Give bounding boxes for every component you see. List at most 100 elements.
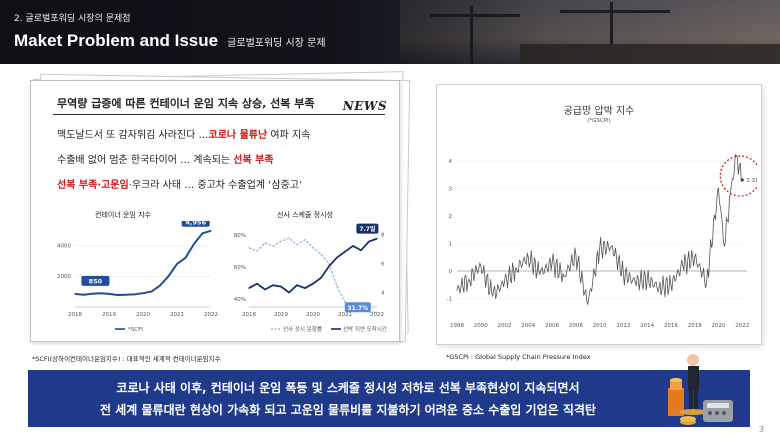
news-item: 수출배 없어 멈춘 한국타이어 … 계속되는 선복 부족 (57, 155, 274, 166)
gscpi-point (717, 188, 719, 189)
scfi-callout-box (81, 275, 110, 286)
gscpi-point (658, 287, 660, 288)
reliability-legend-label: 선사 정시 운항률 (283, 325, 322, 333)
gscpi-point (480, 265, 482, 266)
scfi-footnote: *SCFI(상하이컨테이너운임지수) : 대표적인 세계적 컨테이너운임지수 (32, 355, 221, 363)
scfi-x-tick-label: 2019 (102, 312, 116, 318)
scfi-point (99, 292, 102, 294)
gscpi-point (706, 281, 708, 283)
reliability-ontime-point (304, 239, 306, 241)
gscpi-point (551, 262, 553, 264)
page-number: 3 (758, 425, 764, 434)
page-title-sub: 글로벌포워딩 시장 문제 (227, 38, 326, 49)
reliability-delay-point (248, 287, 250, 289)
scfi-point (176, 263, 178, 265)
scfi-point (116, 294, 119, 296)
gscpi-point (492, 295, 494, 297)
reliability-ontime-point (272, 245, 274, 247)
scfi-point (193, 243, 195, 245)
scfi-point (142, 292, 144, 294)
gscpi-x-tick-label: 2000 (474, 323, 488, 329)
gscpi-chart-title: 공급망 압박 지수 (563, 106, 635, 117)
gscpi-point (587, 303, 589, 305)
scfi-callout-box (181, 221, 210, 227)
scfi-x-tick-label: 2022 (204, 312, 218, 318)
reliability-ontime-point (288, 237, 290, 239)
reliability-delay-point (272, 284, 274, 286)
reliability-x-tick-label: 2022 (370, 312, 384, 318)
reliability-delay-point (328, 265, 330, 267)
reliability-legend-label: 선박 지연 도착시간 (343, 325, 387, 333)
scfi-point (150, 291, 153, 293)
reliability-ontime-point (280, 240, 282, 242)
scfi-point (184, 257, 187, 259)
gscpi-x-tick-label: 2020 (711, 323, 725, 329)
scfi-point (74, 293, 76, 295)
section-label: 2. 글로벌포워딩 시장의 문제점 (14, 14, 131, 24)
gscpi-point (634, 281, 636, 283)
gscpi-point (527, 256, 529, 258)
reliability-chart: 40% 60% 80% 4 6 8 2018 2019 2020 2021 2022 7.7일 31.7… (234, 223, 387, 333)
scfi-point (91, 293, 93, 295)
gscpi-x-tick-label: 2006 (545, 323, 559, 329)
page-title-main: Maket Problem and Issue (14, 31, 219, 50)
conclusion-line-1: 코로나 사태 이후, 컨테이너 운임 폭등 및 스케줄 정시성 저하로 선복 부… (116, 381, 580, 395)
reliability-chart-title: 선사 스케줄 정시성 (277, 211, 333, 219)
reliability-ontime-point (320, 253, 322, 255)
gscpi-series-line (456, 154, 743, 306)
gscpi-point (694, 256, 696, 258)
reliability-ontime-point (312, 247, 314, 249)
reliability-y2-tick-label: 4 (381, 290, 385, 296)
news-headline: 무역량 급증에 따른 컨테이너 운임 지속 상승, 선복 부족 (57, 97, 315, 110)
scfi-x-tick-label: 2020 (136, 312, 150, 318)
gscpi-point (682, 265, 684, 266)
gscpi-y-tick-label: 1 (449, 242, 453, 248)
gscpi-point (646, 278, 648, 280)
gscpi-chart-unit: (*GSCPI) (587, 118, 611, 124)
reliability-delay-point (304, 287, 306, 289)
reliability-x-tick-label: 2021 (338, 312, 352, 318)
scfi-y-tick-label: 2000 (57, 274, 71, 280)
scfi-y-tick-label: 4000 (57, 243, 71, 249)
news-card: 무역량 급증에 따른 컨테이너 운임 지속 상승, 선복 부족 NEWS 맥도날… (30, 80, 400, 342)
reliability-delay-point (376, 238, 378, 240)
gscpi-x-tick-label: 2004 (521, 323, 535, 329)
gscpi-y-tick-label: -1 (447, 297, 452, 303)
news-logo: NEWS (342, 99, 387, 113)
reliability-delay-point (256, 283, 258, 285)
gscpi-card: 공급망 압박 지수 (*GSCPI) -1 0 1 2 3 4 1998 2000 2002 20… (436, 84, 762, 345)
gscpi-point (723, 245, 725, 247)
gscpi-highlight-circle (719, 155, 757, 197)
gscpi-point (611, 245, 613, 247)
gscpi-point (539, 273, 541, 275)
scfi-chart: 2000 4000 2018 2019 2020 2021 2022 850 4,956 *SCF… (57, 221, 218, 333)
gscpi-x-tick-label: 1998 (450, 323, 464, 329)
gscpi-x-tick-label: 2012 (616, 323, 630, 329)
gscpi-point (468, 278, 470, 280)
reliability-delay-point (368, 240, 370, 243)
scfi-point (159, 284, 161, 287)
gscpi-point (504, 281, 506, 283)
reliability-delay-point (344, 251, 346, 253)
reliability-delay-point (264, 288, 266, 291)
reliability-delay-point (336, 256, 338, 259)
page-title: Maket Problem and Issue 글로벌포워딩 시장 문제 (14, 31, 326, 51)
reliability-ontime-point (376, 311, 378, 313)
gscpi-x-tick-label: 2018 (688, 323, 702, 329)
reliability-delay-point (320, 277, 322, 279)
reliability-x-tick-label: 2018 (242, 312, 256, 318)
reliability-delay-point (288, 291, 290, 294)
scfi-point (133, 293, 136, 295)
reliability-x-tick-label: 2020 (306, 312, 320, 318)
scfi-point (201, 232, 204, 234)
gscpi-point (575, 254, 577, 255)
reliability-y2-tick-label: 6 (381, 261, 385, 267)
news-item: 선복 부족·고운임·우크라 사태 … 중고차 수출업계 ‘삼중고’ (57, 180, 303, 191)
reliability-callout-label: 7.7일 (359, 225, 376, 233)
reliability-ontime-point (264, 242, 266, 244)
scfi-chart-title: 컨테이너 운임 지수 (95, 211, 151, 219)
scfi-callout-label: 850 (89, 277, 103, 285)
reliability-delay-point (352, 245, 354, 247)
gscpi-x-tick-label: 2008 (569, 323, 583, 329)
header-banner: 2. 글로벌포워딩 시장의 문제점 Maket Problem and Issu… (0, 0, 780, 64)
